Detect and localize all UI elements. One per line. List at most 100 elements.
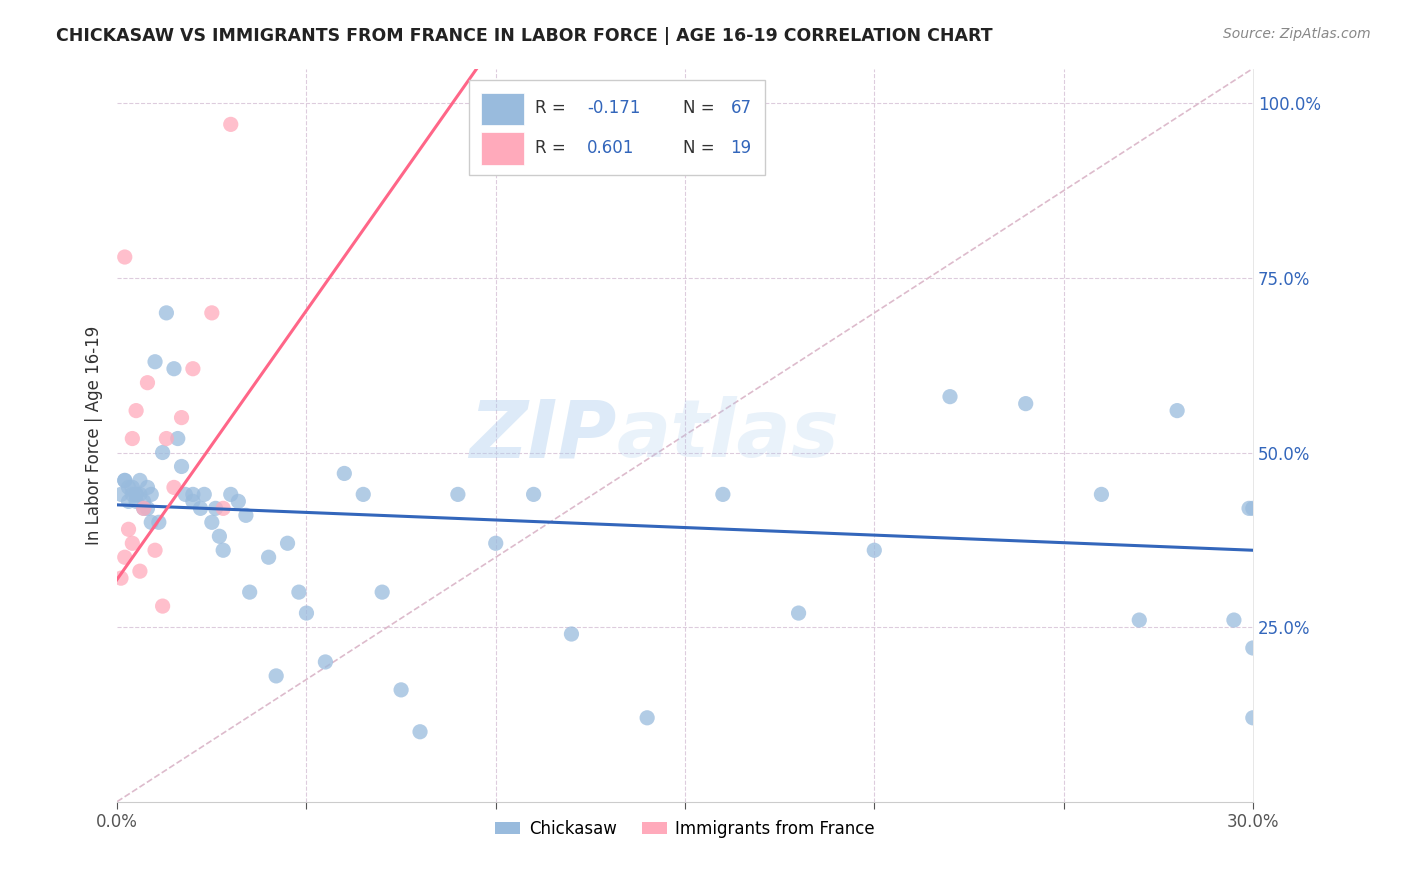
Text: N =: N = xyxy=(683,99,720,117)
Point xyxy=(212,543,235,558)
Point xyxy=(636,711,658,725)
Point xyxy=(711,487,734,501)
Point xyxy=(174,487,197,501)
Point xyxy=(117,522,139,536)
Text: 67: 67 xyxy=(731,99,751,117)
Point xyxy=(1128,613,1150,627)
FancyBboxPatch shape xyxy=(481,132,524,164)
Point xyxy=(1237,501,1260,516)
Point xyxy=(288,585,311,599)
Point xyxy=(141,487,163,501)
Point xyxy=(132,494,155,508)
Point xyxy=(110,487,132,501)
Point xyxy=(132,501,155,516)
Point xyxy=(152,599,174,613)
Point xyxy=(235,508,257,523)
Point xyxy=(787,606,810,620)
Point xyxy=(204,501,226,516)
Point xyxy=(264,669,287,683)
Point xyxy=(155,432,177,446)
Point xyxy=(125,487,148,501)
Text: R =: R = xyxy=(536,138,571,157)
Point xyxy=(228,494,250,508)
Point xyxy=(208,529,231,543)
Text: ZIP: ZIP xyxy=(470,396,617,474)
Point xyxy=(201,306,224,320)
Point xyxy=(863,543,886,558)
Point xyxy=(129,474,152,488)
Text: 19: 19 xyxy=(731,138,752,157)
Text: -0.171: -0.171 xyxy=(588,99,641,117)
Point xyxy=(125,403,148,417)
Text: atlas: atlas xyxy=(617,396,839,474)
Point xyxy=(132,501,155,516)
Point xyxy=(219,487,242,501)
Point xyxy=(485,536,508,550)
Point xyxy=(170,459,193,474)
Point xyxy=(148,516,170,530)
Point xyxy=(117,494,139,508)
Point xyxy=(110,571,132,585)
Point xyxy=(1090,487,1112,501)
Point xyxy=(1223,613,1246,627)
Point xyxy=(114,474,136,488)
Point xyxy=(295,606,318,620)
Point xyxy=(121,480,143,494)
Point xyxy=(1166,403,1188,417)
Point xyxy=(163,480,186,494)
Point xyxy=(193,487,215,501)
Point xyxy=(939,390,962,404)
Point xyxy=(143,355,166,369)
Point xyxy=(117,480,139,494)
Text: CHICKASAW VS IMMIGRANTS FROM FRANCE IN LABOR FORCE | AGE 16-19 CORRELATION CHART: CHICKASAW VS IMMIGRANTS FROM FRANCE IN L… xyxy=(56,27,993,45)
Point xyxy=(121,487,143,501)
Point xyxy=(125,494,148,508)
Point xyxy=(114,474,136,488)
Point xyxy=(277,536,299,550)
Point xyxy=(143,543,166,558)
Text: Source: ZipAtlas.com: Source: ZipAtlas.com xyxy=(1223,27,1371,41)
Point xyxy=(114,250,136,264)
Point xyxy=(136,376,159,390)
Point xyxy=(163,361,186,376)
Y-axis label: In Labor Force | Age 16-19: In Labor Force | Age 16-19 xyxy=(86,326,103,545)
Point xyxy=(121,536,143,550)
Point xyxy=(125,487,148,501)
Point xyxy=(389,682,412,697)
Text: N =: N = xyxy=(683,138,720,157)
Point xyxy=(1241,501,1264,516)
Point xyxy=(136,501,159,516)
Point xyxy=(190,501,212,516)
Point xyxy=(333,467,356,481)
Point xyxy=(239,585,262,599)
Point xyxy=(170,410,193,425)
Point xyxy=(155,306,177,320)
Point xyxy=(409,724,432,739)
Point xyxy=(121,432,143,446)
Point xyxy=(257,550,280,565)
Point xyxy=(129,564,152,578)
Point xyxy=(352,487,374,501)
Point xyxy=(152,445,174,459)
Point xyxy=(1241,711,1264,725)
Point xyxy=(136,480,159,494)
Point xyxy=(141,516,163,530)
Point xyxy=(371,585,394,599)
Point xyxy=(212,501,235,516)
Point xyxy=(181,361,204,376)
Point xyxy=(201,516,224,530)
Text: 0.601: 0.601 xyxy=(588,138,634,157)
Point xyxy=(181,487,204,501)
Point xyxy=(1241,640,1264,655)
Point xyxy=(560,627,582,641)
FancyBboxPatch shape xyxy=(481,93,524,125)
Legend: Chickasaw, Immigrants from France: Chickasaw, Immigrants from France xyxy=(489,814,882,845)
Text: R =: R = xyxy=(536,99,571,117)
FancyBboxPatch shape xyxy=(470,79,765,175)
Point xyxy=(447,487,470,501)
Point xyxy=(114,550,136,565)
Point xyxy=(219,117,242,131)
Point xyxy=(314,655,336,669)
Point xyxy=(166,432,188,446)
Point xyxy=(129,487,152,501)
